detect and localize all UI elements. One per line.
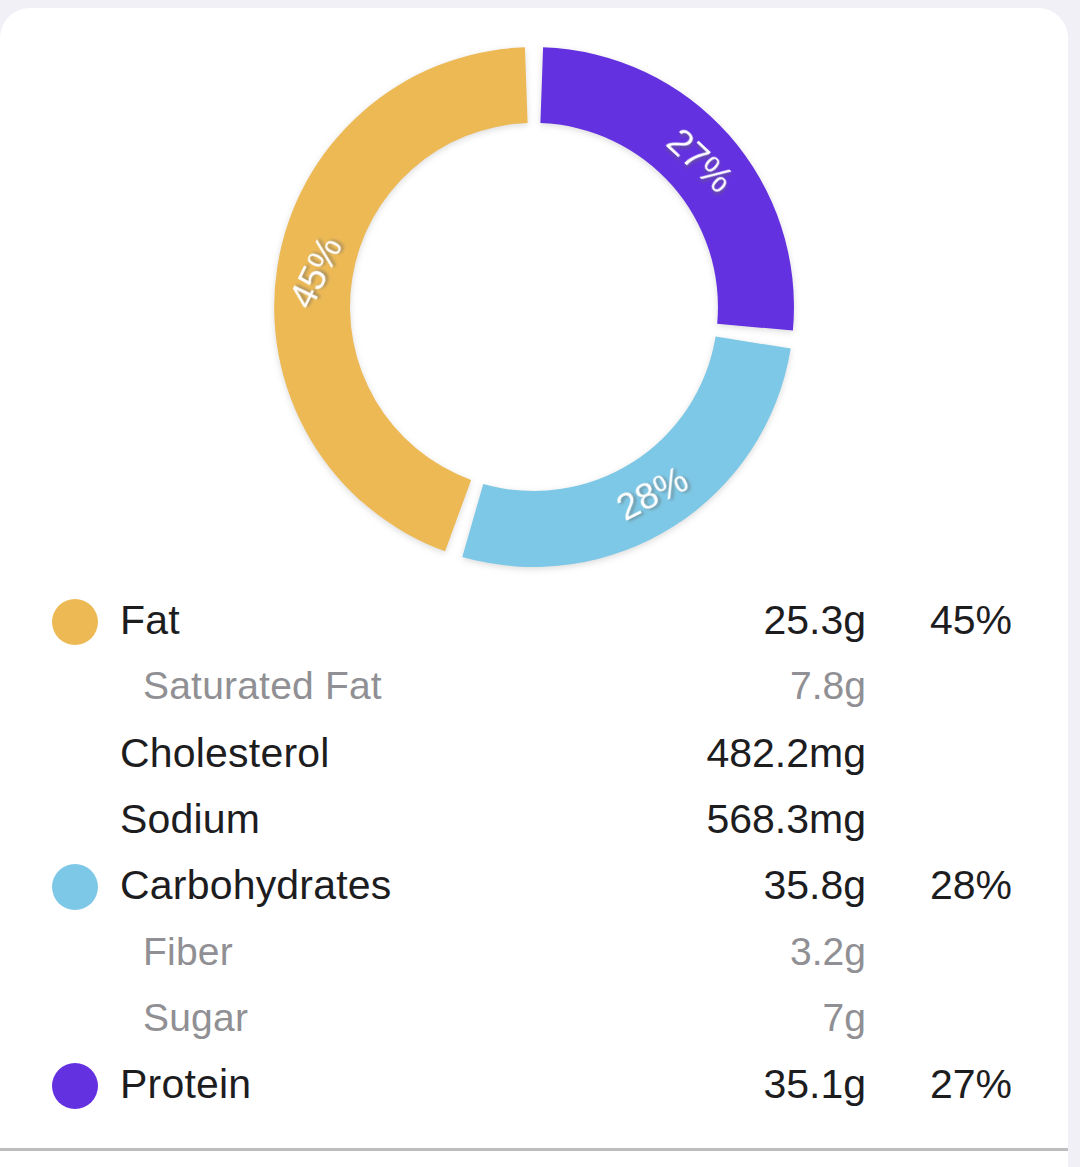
nutrient-row-protein: Protein 35.1g 27% xyxy=(0,1053,1068,1119)
nutrient-value: 7g xyxy=(823,996,866,1040)
nutrient-value: 25.3g xyxy=(763,597,866,644)
nutrient-percent: 28% xyxy=(930,862,1012,909)
nutrient-label: Protein xyxy=(120,1061,251,1108)
macro-donut-chart: 27%28%45% xyxy=(0,0,1080,590)
nutrient-label: Fiber xyxy=(143,930,233,974)
nutrient-row-sodium: Sodium 568.3mg xyxy=(0,788,1068,854)
nutrient-value: 35.1g xyxy=(763,1061,866,1108)
nutrient-row-saturated-fat: Saturated Fat 7.8g xyxy=(0,655,1068,721)
nutrient-value: 7.8g xyxy=(790,665,866,709)
legend-dot-fat xyxy=(52,599,98,645)
nutrient-row-fiber: Fiber 3.2g xyxy=(0,920,1068,986)
nutrient-percent: 27% xyxy=(930,1061,1012,1108)
nutrient-label: Saturated Fat xyxy=(143,665,382,709)
legend-dot-carbohydrates xyxy=(52,864,98,910)
nutrient-row-carbohydrates: Carbohydrates 35.8g 28% xyxy=(0,854,1068,920)
nutrient-row-cholesterol: Cholesterol 482.2mg xyxy=(0,722,1068,788)
nutrient-value: 568.3mg xyxy=(706,796,866,843)
nutrient-label: Carbohydrates xyxy=(120,862,392,909)
nutrient-value: 3.2g xyxy=(790,930,866,974)
nutrient-row-sugar: Sugar 7g xyxy=(0,987,1068,1053)
nutrient-row-fat: Fat 25.3g 45% xyxy=(0,589,1068,655)
nutrient-value: 35.8g xyxy=(763,862,866,909)
nutrient-label: Sodium xyxy=(120,796,260,843)
section-divider xyxy=(0,1148,1068,1151)
nutrient-label: Fat xyxy=(120,597,180,644)
nutrient-value: 482.2mg xyxy=(706,729,866,776)
legend-dot-protein xyxy=(52,1063,98,1109)
nutrient-label: Sugar xyxy=(143,996,248,1040)
nutrient-label: Cholesterol xyxy=(120,729,330,776)
donut-segment-carbohydrates xyxy=(462,336,790,567)
donut-segment-protein xyxy=(540,47,794,330)
nutrient-list: Fat 25.3g 45% Saturated Fat 7.8g Cholesterol 4… xyxy=(0,589,1068,1119)
nutrient-percent: 45% xyxy=(930,597,1012,644)
